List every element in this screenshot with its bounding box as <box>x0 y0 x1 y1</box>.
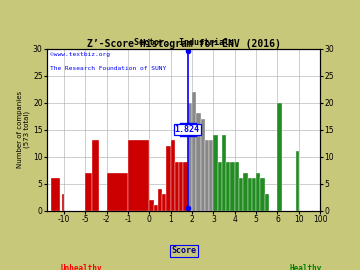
Bar <box>205 140 209 211</box>
Bar <box>296 151 299 211</box>
Bar <box>188 103 192 211</box>
Bar <box>218 162 222 211</box>
Bar <box>179 162 184 211</box>
Bar <box>239 178 243 211</box>
Bar <box>252 178 256 211</box>
Bar <box>93 140 99 211</box>
Bar <box>256 173 260 211</box>
Bar <box>278 103 282 211</box>
Bar <box>265 194 269 211</box>
Bar <box>196 113 201 211</box>
Bar <box>51 178 60 211</box>
Text: Sector:  Industrials: Sector: Industrials <box>134 38 234 47</box>
Bar <box>248 178 252 211</box>
Bar <box>213 135 218 211</box>
Bar <box>243 173 248 211</box>
Bar <box>171 140 175 211</box>
Bar <box>260 178 265 211</box>
Bar <box>230 162 235 211</box>
Bar <box>154 205 158 211</box>
Bar <box>128 140 149 211</box>
Text: Score: Score <box>171 246 196 255</box>
Text: Healthy: Healthy <box>290 264 322 270</box>
Bar <box>107 173 128 211</box>
Bar <box>175 162 179 211</box>
Bar <box>209 140 213 211</box>
Bar <box>85 173 93 211</box>
Bar <box>149 200 154 211</box>
Bar <box>192 92 196 211</box>
Bar <box>201 119 205 211</box>
Bar <box>158 189 162 211</box>
Text: The Research Foundation of SUNY: The Research Foundation of SUNY <box>50 66 166 72</box>
Text: Unhealthy: Unhealthy <box>60 264 102 270</box>
Bar <box>62 194 64 211</box>
Text: ©www.textbiz.org: ©www.textbiz.org <box>50 52 109 57</box>
Bar <box>162 194 166 211</box>
Bar <box>235 162 239 211</box>
Bar <box>166 146 171 211</box>
Text: 1.824: 1.824 <box>175 125 200 134</box>
Title: Z’-Score Histogram for ENV (2016): Z’-Score Histogram for ENV (2016) <box>87 39 280 49</box>
Bar <box>222 135 226 211</box>
Bar <box>226 162 230 211</box>
Y-axis label: Number of companies
(573 total): Number of companies (573 total) <box>17 91 30 168</box>
Bar <box>184 162 188 211</box>
